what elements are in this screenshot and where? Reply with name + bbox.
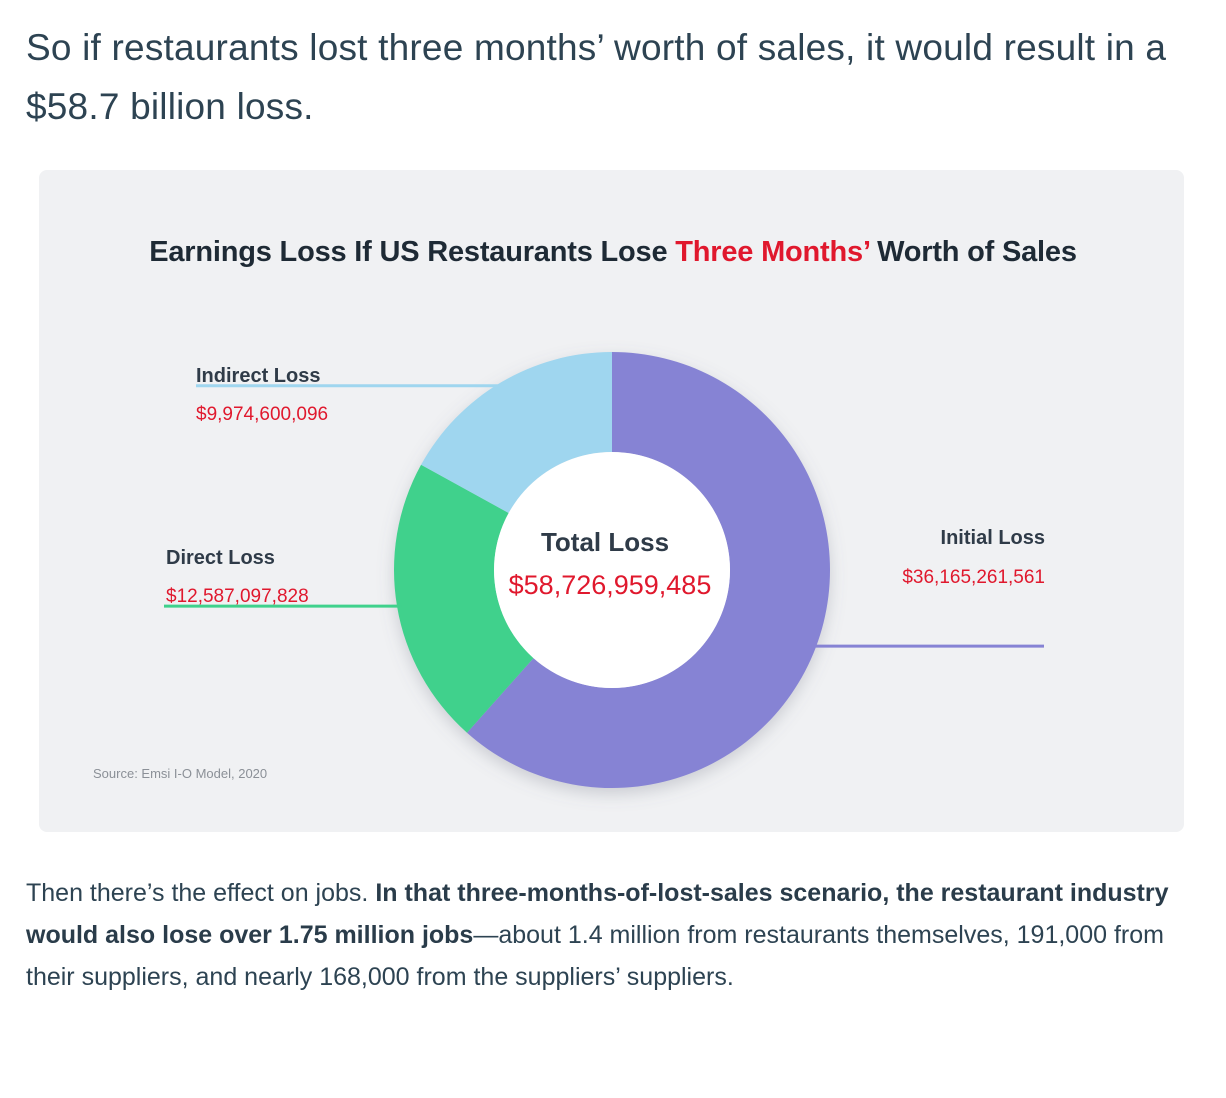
legend-indirect-loss-name: Indirect Loss: [196, 365, 320, 387]
chart-title-part1: Earnings Loss If US Restaurants Lose: [149, 236, 676, 268]
legend-indirect-loss-value: $9,974,600,096: [196, 404, 328, 425]
outro-text-start: Then there’s the effect on jobs.: [26, 879, 376, 907]
legend-initial-loss-value: $36,165,261,561: [902, 567, 1045, 588]
chart-source: Source: Emsi I-O Model, 2020: [93, 766, 268, 781]
legend-direct-loss-value: $12,587,097,828: [166, 586, 309, 607]
chart-title: Earnings Loss If US Restaurants Lose Thr…: [0, 236, 1226, 269]
donut-hole: [494, 452, 730, 688]
legend-direct-loss-name: Direct Loss: [166, 547, 275, 569]
donut-slice-indirect-loss: [421, 352, 612, 514]
center-label: Total Loss: [541, 527, 669, 557]
intro-paragraph: So if restaurants lost three months’ wor…: [26, 27, 1167, 127]
center-value: $58,726,959,485: [509, 570, 712, 600]
legend-initial-loss-name: Initial Loss: [941, 527, 1045, 549]
outro-paragraph: Then there’s the effect on jobs. In that…: [26, 872, 1206, 998]
donut-slice-initial-loss: [466, 352, 830, 788]
donut-slice-direct-loss: [394, 464, 534, 733]
outro-text-end: —about 1.4 million from restaurants them…: [26, 921, 1164, 991]
chart-title-accent: Three Months’: [675, 236, 870, 268]
chart-title-part2: Worth of Sales: [869, 236, 1077, 268]
outro-text-bold: In that three-months-of-lost-sales scena…: [26, 879, 1169, 949]
